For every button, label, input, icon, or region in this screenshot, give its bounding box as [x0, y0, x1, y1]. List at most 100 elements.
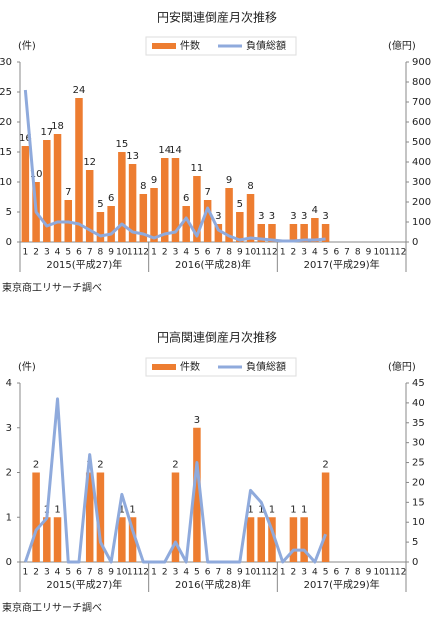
x-tick-label: 5: [194, 248, 200, 258]
y2-tick-label: 30: [412, 438, 425, 449]
data-label: 3: [301, 211, 307, 222]
x-tick-label: 8: [355, 568, 361, 578]
data-label: 5: [237, 199, 243, 210]
y-axis-label: (件): [18, 40, 36, 52]
source: 東京商工リサーチ調べ: [2, 281, 102, 294]
y-tick-label: 0: [6, 237, 12, 248]
y2-tick-label: 200: [412, 197, 431, 208]
bar: [300, 517, 308, 562]
data-label: 10: [30, 169, 43, 180]
bar: [225, 188, 233, 242]
x-tick-label: 4: [312, 248, 318, 258]
data-label: 2: [322, 460, 328, 471]
source: 東京商工リサーチ調べ: [2, 601, 102, 614]
x-tick-label: 3: [173, 568, 179, 578]
y2-tick-label: 400: [412, 157, 431, 168]
x-tick-label: 11: [384, 248, 395, 258]
x-tick-label: 2: [162, 568, 168, 578]
bar: [193, 427, 201, 562]
data-label: 5: [97, 199, 103, 210]
y-tick-label: 2: [6, 468, 12, 479]
x-tick-label: 10: [373, 568, 385, 578]
bar: [139, 194, 148, 242]
x-tick-label: 5: [323, 568, 329, 578]
x-tick-label: 3: [44, 568, 50, 578]
data-label: 1: [129, 504, 135, 515]
x-tick-label: 9: [108, 248, 114, 258]
x-tick-label: 6: [205, 248, 211, 258]
y2-tick-label: 10: [412, 517, 425, 528]
data-label: 1: [54, 504, 60, 515]
bar: [246, 194, 255, 242]
bar: [182, 206, 190, 242]
data-label: 16: [19, 133, 32, 144]
x-tick-label: 11: [384, 568, 395, 578]
x-tick-label: 12: [266, 568, 277, 578]
bar: [53, 134, 62, 242]
legend-swatch: [152, 364, 176, 370]
y2-tick-label: 600: [412, 117, 431, 128]
data-label: 1: [269, 504, 275, 515]
bar: [128, 164, 137, 242]
bar: [21, 146, 30, 242]
data-label: 2: [97, 460, 103, 471]
bar: [85, 472, 94, 562]
bar: [171, 472, 180, 562]
data-label: 14: [158, 145, 171, 156]
bar: [85, 170, 94, 242]
data-label: 3: [215, 211, 221, 222]
y-tick-label: 3: [6, 423, 12, 434]
y2-tick-label: 40: [412, 398, 425, 409]
y2-tick-label: 900: [412, 57, 431, 68]
data-label: 3: [258, 211, 264, 222]
x-tick-label: 5: [323, 248, 329, 258]
y-tick-label: 15: [0, 147, 12, 158]
x-tick-label: 9: [108, 568, 114, 578]
x-tick-label: 8: [226, 248, 232, 258]
bar: [118, 152, 126, 242]
x-tick-label: 5: [194, 568, 200, 578]
bar: [321, 224, 330, 242]
y2-tick-label: 100: [412, 217, 431, 228]
x-tick-label: 12: [138, 248, 149, 258]
y-tick-label: 1: [6, 512, 12, 523]
x-tick-label: 10: [245, 248, 257, 258]
x-tick-label: 2: [162, 248, 168, 258]
y2-axis-label: (億円): [388, 360, 416, 373]
x-tick-label: 7: [87, 248, 93, 258]
data-label: 18: [51, 121, 64, 132]
group-label: 2015(平成27)年: [46, 578, 122, 591]
x-tick-label: 1: [151, 568, 157, 578]
bar: [53, 517, 62, 562]
x-tick-label: 10: [245, 568, 257, 578]
x-tick-label: 1: [151, 248, 157, 258]
x-tick-label: 7: [344, 248, 350, 258]
x-tick-label: 3: [173, 248, 179, 258]
bar: [300, 224, 308, 242]
data-label: 7: [204, 187, 210, 198]
data-label: 11: [191, 163, 204, 174]
data-label: 6: [108, 193, 114, 204]
bar: [321, 472, 330, 562]
y2-axis-label: (億円): [388, 39, 416, 52]
x-tick-label: 4: [312, 568, 318, 578]
data-label: 7: [65, 187, 71, 198]
data-label: 3: [269, 211, 275, 222]
bar: [43, 517, 51, 562]
y2-tick-label: 300: [412, 177, 431, 188]
group-label: 2016(平成28)年: [175, 258, 251, 271]
x-tick-label: 8: [98, 248, 104, 258]
x-tick-label: 11: [256, 248, 267, 258]
x-tick-label: 12: [266, 248, 277, 258]
legend-label: 負債総額: [246, 360, 286, 373]
y2-tick-label: 500: [412, 137, 431, 148]
x-tick-label: 12: [138, 568, 149, 578]
bar: [193, 176, 201, 242]
y-tick-label: 25: [0, 87, 12, 98]
y-tick-label: 10: [0, 177, 12, 188]
x-tick-label: 5: [65, 248, 71, 258]
bar: [160, 158, 169, 242]
data-label: 15: [115, 139, 128, 150]
bar: [246, 517, 255, 562]
x-tick-label: 1: [22, 248, 28, 258]
